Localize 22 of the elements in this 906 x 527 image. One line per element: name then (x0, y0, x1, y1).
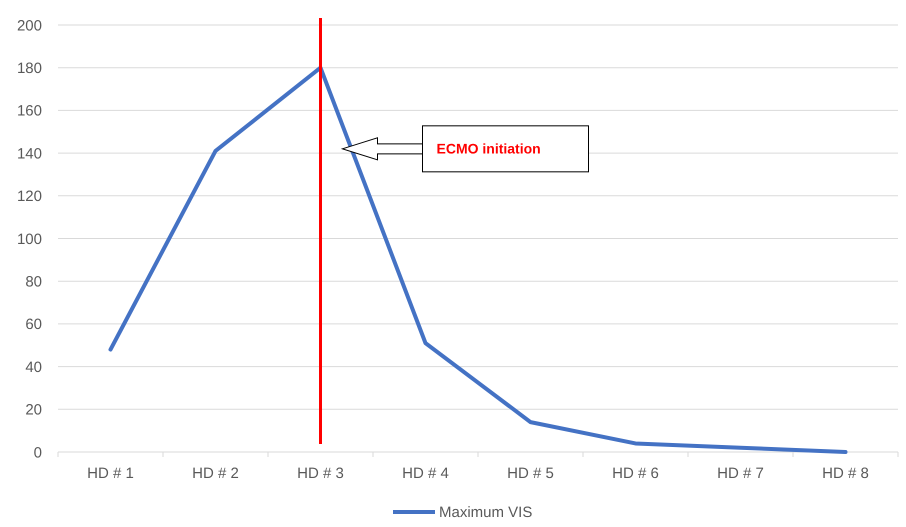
y-tick-label: 100 (16, 230, 42, 248)
y-tick-label: 40 (25, 358, 42, 376)
x-tick-label: HD # 2 (192, 465, 239, 482)
y-tick-label: 200 (16, 17, 42, 34)
x-tick-label: HD # 1 (87, 465, 134, 482)
x-tick-label: HD # 6 (612, 465, 659, 482)
x-tick-label: HD # 5 (507, 465, 554, 482)
annotation: ECMO initiation (436, 140, 541, 157)
y-tick-label: 20 (25, 402, 42, 419)
x-tick-label: HD # 4 (402, 465, 449, 482)
y-tick-label: 80 (25, 273, 42, 290)
y-tick-label: 140 (16, 145, 42, 162)
x-tick-label: HD # 7 (717, 465, 764, 482)
legend-label: Maximum VIS (439, 504, 532, 521)
line-series (108, 66, 848, 454)
x-tick-label: HD # 3 (297, 465, 344, 482)
y-tick-label: 60 (25, 316, 42, 334)
y-tick-label: 160 (16, 102, 42, 120)
y-tick-label: 0 (34, 444, 42, 462)
y-tick-label: 120 (16, 188, 42, 206)
y-tick-label: 180 (16, 60, 42, 77)
x-tick-label: HD # 8 (822, 465, 869, 482)
